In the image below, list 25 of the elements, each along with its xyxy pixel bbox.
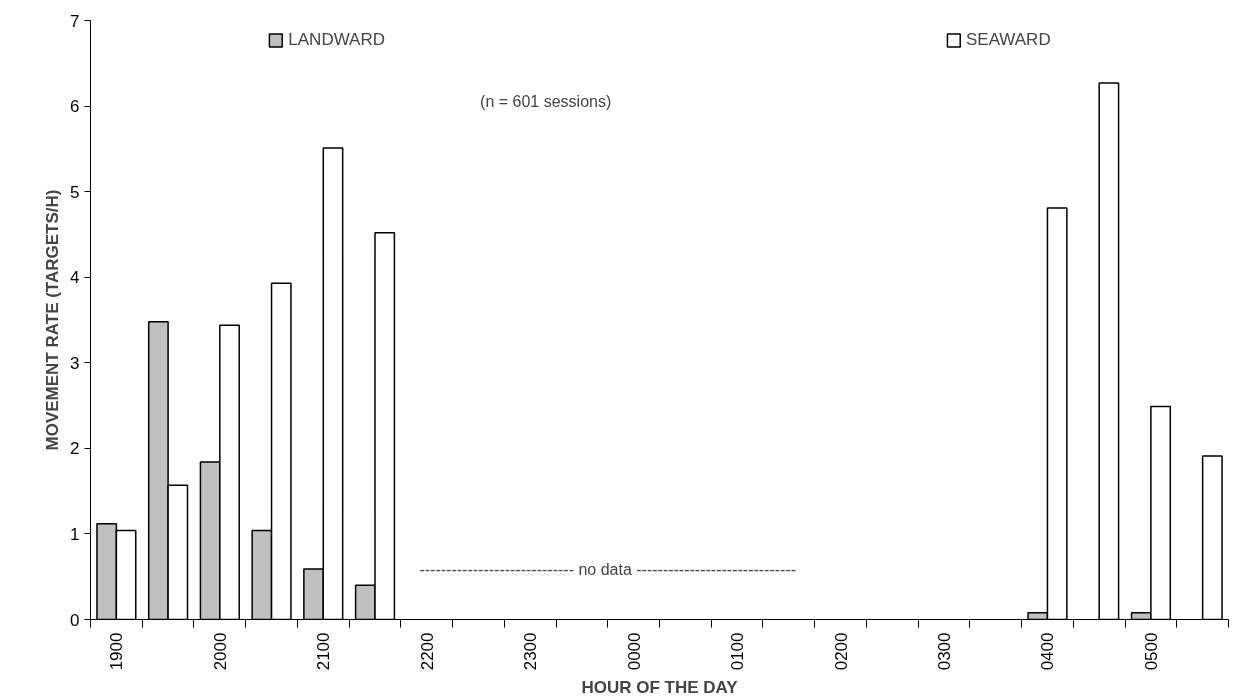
y-tick-label: 3 (70, 353, 80, 373)
x-tick-label: 0100 (728, 632, 748, 671)
x-tick-label: 0400 (1038, 632, 1058, 671)
x-tick-label: 2200 (417, 632, 437, 671)
annotation: (n = 601 sessions) (480, 93, 612, 111)
y-tick-label: 2 (70, 439, 80, 459)
y-tick-label: 7 (70, 11, 80, 31)
y-axis-title: MOVEMENT RATE (TARGETS/H) (43, 189, 63, 451)
y-tick-label: 5 (70, 182, 80, 202)
x-tick-label: 2300 (521, 632, 541, 671)
y-tick-label: 6 (70, 97, 80, 117)
legend-label: SEAWARD (965, 30, 1051, 50)
x-axis-title: HOUR OF THE DAY (581, 678, 739, 698)
x-tick-label: 2100 (314, 632, 334, 671)
y-tick-label: 1 (70, 524, 80, 544)
x-tick-label: 0200 (831, 632, 851, 671)
y-tick-label: 4 (70, 268, 80, 288)
y-tick-label: 0 (70, 610, 80, 630)
x-tick-label: 0000 (624, 632, 644, 671)
annotation: ----------------------------- no data ------------------------------ (419, 561, 797, 579)
x-tick-label: 2000 (210, 632, 230, 671)
x-tick-label: 0500 (1141, 632, 1161, 671)
legend-label: LANDWARD (288, 30, 385, 50)
x-tick-label: 1900 (107, 632, 127, 671)
x-tick-label: 0300 (935, 632, 954, 671)
